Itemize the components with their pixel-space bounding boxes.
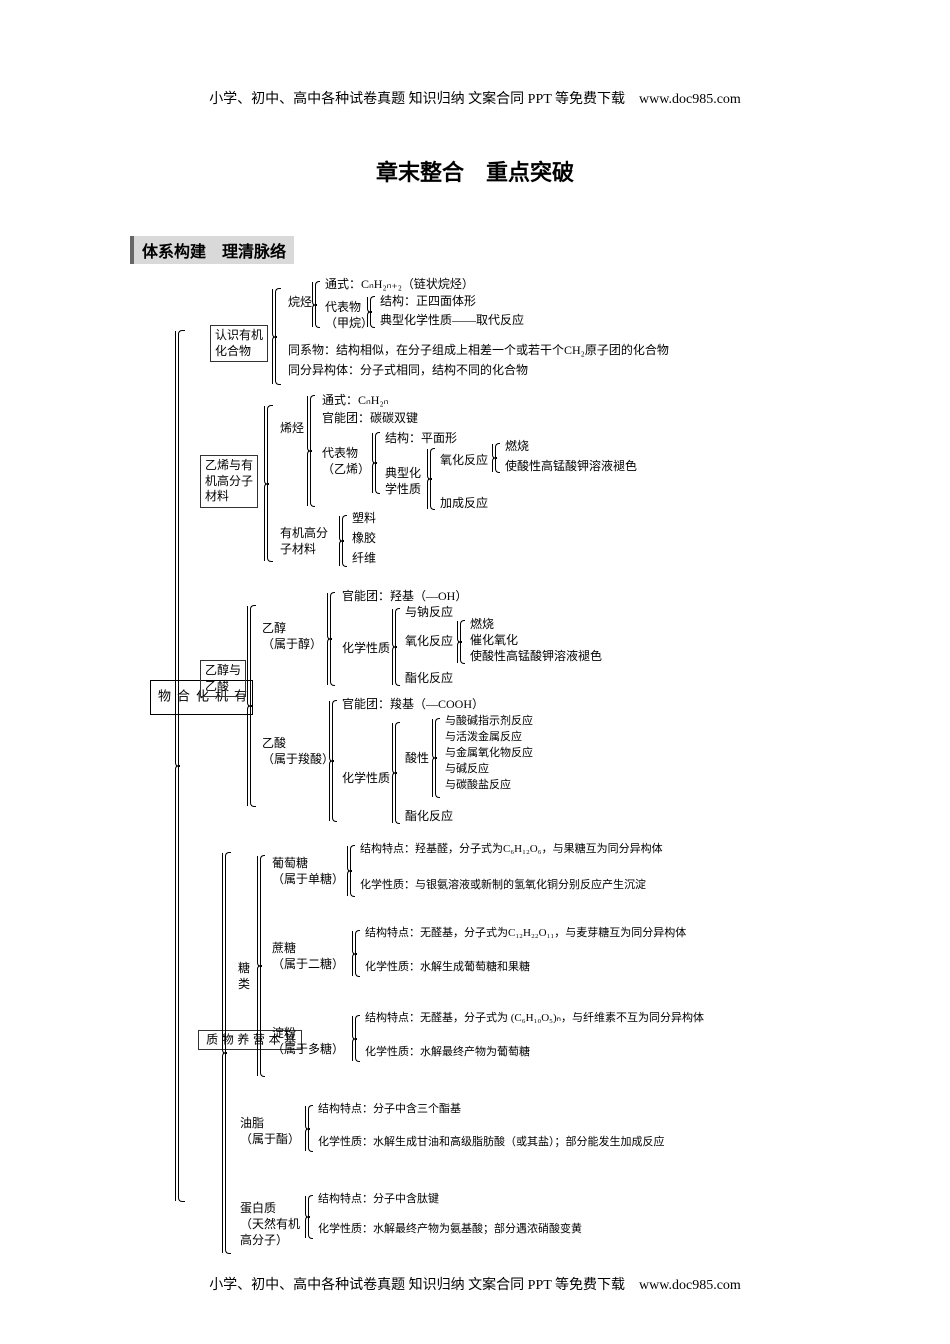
node-huaxue1: 化学性质 <box>342 640 390 656</box>
node-huaxue2: 化学性质 <box>342 770 390 786</box>
brace <box>250 605 256 807</box>
node-jiawan: 代表物 （甲烷） <box>325 299 373 331</box>
page-footer: 小学、初中、高中各种试卷真题 知识归纳 文案合同 PPT 等免费下载 www.d… <box>0 1274 950 1294</box>
brace <box>225 852 231 1254</box>
brace <box>332 700 337 822</box>
leaf: 结构特点：分子中含三个酯基 <box>318 1102 461 1117</box>
node-gaofenzi: 有机高分 子材料 <box>280 525 328 557</box>
node-danbaizhi: 蛋白质 （天然有机 高分子） <box>240 1200 300 1249</box>
node-yichun: 乙醇 （属于醇） <box>262 620 322 652</box>
brace <box>395 722 400 824</box>
leaf: 与活泼金属反应 <box>445 730 522 745</box>
brace <box>355 930 360 977</box>
node-yisuan: 乙酸 （属于羧酸） <box>262 735 334 767</box>
leaf: 结构特点：羟基醛，分子式为C₆H₁₂O₆，与果糖互为同分异构体 <box>360 842 663 857</box>
brace <box>370 296 375 328</box>
leaf: 结构特点：分子中含肽键 <box>318 1192 439 1207</box>
leaf: 燃烧 <box>505 438 529 454</box>
leaf: 通式：CₙH₂ₙ <box>322 392 388 408</box>
leaf: 结构特点：无醛基，分子式为 (C₆H₁₀O₅)ₙ，与纤维素不互为同分异构体 <box>365 1011 704 1026</box>
leaf: 与钠反应 <box>405 604 453 620</box>
brace <box>342 515 347 567</box>
section-header: 体系构建 理清脉络 <box>130 236 294 264</box>
leaf: 化学性质：水解生成葡萄糖和果糖 <box>365 960 530 975</box>
node-yixi: 乙烯与有 机高分子 材料 <box>200 455 258 508</box>
brace <box>430 448 435 510</box>
brace <box>267 405 273 562</box>
brace <box>315 281 320 328</box>
node-xiting: 烯烃 <box>280 420 304 436</box>
brace <box>355 1015 360 1062</box>
leaf: 化学性质：水解最终产物为葡萄糖 <box>365 1045 530 1060</box>
brace <box>330 592 335 686</box>
leaf: 与金属氧化物反应 <box>445 746 533 761</box>
leaf: 同系物：结构相似，在分子组成上相差一个或若干个CH₂原子团的化合物 <box>288 342 669 358</box>
leaf: 与酸碱指示剂反应 <box>445 714 533 729</box>
leaf: 通式：CₙH₂ₙ₊₂（链状烷烃） <box>325 276 474 292</box>
leaf: 化学性质：水解生成甘油和高级脂肪酸（或其盐）；部分能发生加成反应 <box>318 1135 665 1150</box>
leaf: 官能团：碳碳双键 <box>322 410 418 426</box>
node-suanxing: 酸性 <box>405 750 429 766</box>
leaf: 官能团：羧基（—COOH） <box>342 696 484 712</box>
node-dianxing: 典型化 学性质 <box>385 465 421 497</box>
leaf: 加成反应 <box>440 495 488 511</box>
leaf: 与碱反应 <box>445 762 489 777</box>
brace <box>308 1105 313 1152</box>
leaf: 使酸性高锰酸钾溶液褪色 <box>505 458 637 474</box>
brace <box>350 845 355 897</box>
node-yanghua2: 氧化反应 <box>405 633 453 649</box>
leaf: 结构特点：无醛基，分子式为C₁₂H₂₂O₁₁，与麦芽糖互为同分异构体 <box>365 926 686 941</box>
leaf: 结构：平面形 <box>385 430 457 446</box>
page-header: 小学、初中、高中各种试卷真题 知识归纳 文案合同 PPT 等免费下载 www.d… <box>0 88 950 108</box>
brace <box>395 608 400 686</box>
leaf: 与碳酸盐反应 <box>445 778 511 793</box>
leaf: 酯化反应 <box>405 808 453 824</box>
leaf: 同分异构体：分子式相同，结构不同的化合物 <box>288 362 528 378</box>
leaf: 使酸性高锰酸钾溶液褪色 <box>470 648 602 664</box>
leaf: 橡胶 <box>352 530 376 546</box>
leaf: 塑料 <box>352 510 376 526</box>
brace <box>435 718 440 798</box>
node-yanghua: 氧化反应 <box>440 452 488 468</box>
node-renshi: 认识有机 化合物 <box>210 325 268 362</box>
brace <box>260 855 265 1077</box>
leaf: 催化氧化 <box>470 632 518 648</box>
leaf: 纤维 <box>352 550 376 566</box>
node-youzhi: 油脂 （属于酯） <box>240 1115 300 1147</box>
main-title: 章末整合 重点突破 <box>0 155 950 187</box>
page: 小学、初中、高中各种试卷真题 知识归纳 文案合同 PPT 等免费下载 www.d… <box>0 0 950 1344</box>
brace <box>460 620 465 664</box>
leaf: 化学性质：与银氨溶液或新制的氢氧化铜分别反应产生沉淀 <box>360 878 646 893</box>
brace <box>275 288 281 385</box>
node-zhetang: 蔗糖 （属于二糖） <box>272 940 344 972</box>
node-putaotang: 葡萄糖 （属于单糖） <box>272 855 344 887</box>
brace <box>308 1195 313 1239</box>
node-yichun-yisuan: 乙醇与 乙酸 <box>200 660 246 697</box>
leaf: 典型化学性质——取代反应 <box>380 312 524 328</box>
node-yixi-rep: 代表物 （乙烯） <box>322 445 370 477</box>
node-tanglei: 糖 类 <box>238 960 250 992</box>
brace <box>375 432 380 494</box>
node-dianfen: 淀粉 （属于多糖） <box>272 1025 344 1057</box>
node-wanting: 烷烃 <box>288 294 312 310</box>
leaf: 酯化反应 <box>405 670 453 686</box>
root-brace <box>178 330 185 1202</box>
leaf: 官能团：羟基（—OH） <box>342 588 467 604</box>
leaf: 结构：正四面体形 <box>380 293 476 309</box>
leaf: 化学性质：水解最终产物为氨基酸；部分遇浓硝酸变黄 <box>318 1222 582 1237</box>
leaf: 燃烧 <box>470 616 494 632</box>
brace <box>495 443 500 473</box>
brace <box>310 395 315 507</box>
